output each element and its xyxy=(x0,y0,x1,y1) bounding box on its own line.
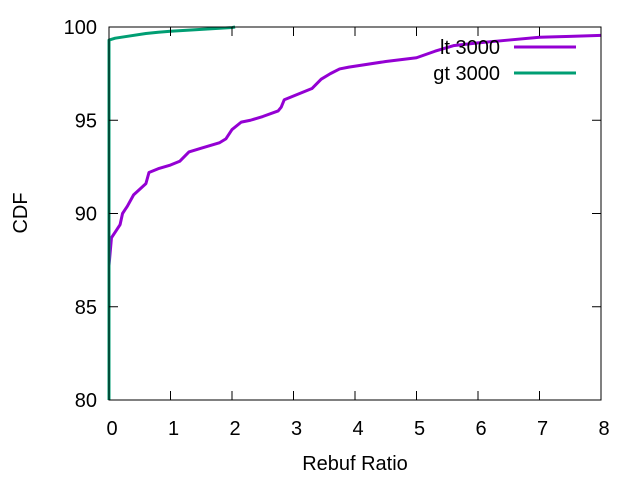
x-tick-label: 1 xyxy=(168,418,179,440)
x-tick-label: 2 xyxy=(229,418,240,440)
series-line-2 xyxy=(107,25,236,400)
y-tick-label: 90 xyxy=(75,204,97,226)
x-tick-label: 0 xyxy=(106,418,117,440)
series-line-1 xyxy=(107,33,602,400)
ticks-layer: 0 1 2 3 4 5 6 7 8 80 85 90 95 100 xyxy=(64,17,610,440)
x-tick-label: 6 xyxy=(475,418,486,440)
y-tick-label: 100 xyxy=(64,17,97,39)
x-tick-label: 7 xyxy=(537,418,548,440)
y-tick-label: 80 xyxy=(75,390,97,412)
x-tick-label: 8 xyxy=(598,418,609,440)
legend-label-1: lt 3000 xyxy=(440,37,500,59)
x-tick-label: 5 xyxy=(414,418,425,440)
legend: lt 3000 gt 3000 xyxy=(433,37,576,85)
y-tick-label: 85 xyxy=(75,297,97,319)
y-tick-label: 95 xyxy=(75,110,97,132)
y-axis-label: CDF xyxy=(10,192,32,233)
series-layer xyxy=(107,25,602,400)
plot-frame xyxy=(108,26,602,401)
legend-label-2: gt 3000 xyxy=(433,63,500,85)
x-tick-label: 4 xyxy=(352,418,363,440)
x-axis-label: Rebuf Ratio xyxy=(302,453,408,475)
x-tick-label: 3 xyxy=(291,418,302,440)
